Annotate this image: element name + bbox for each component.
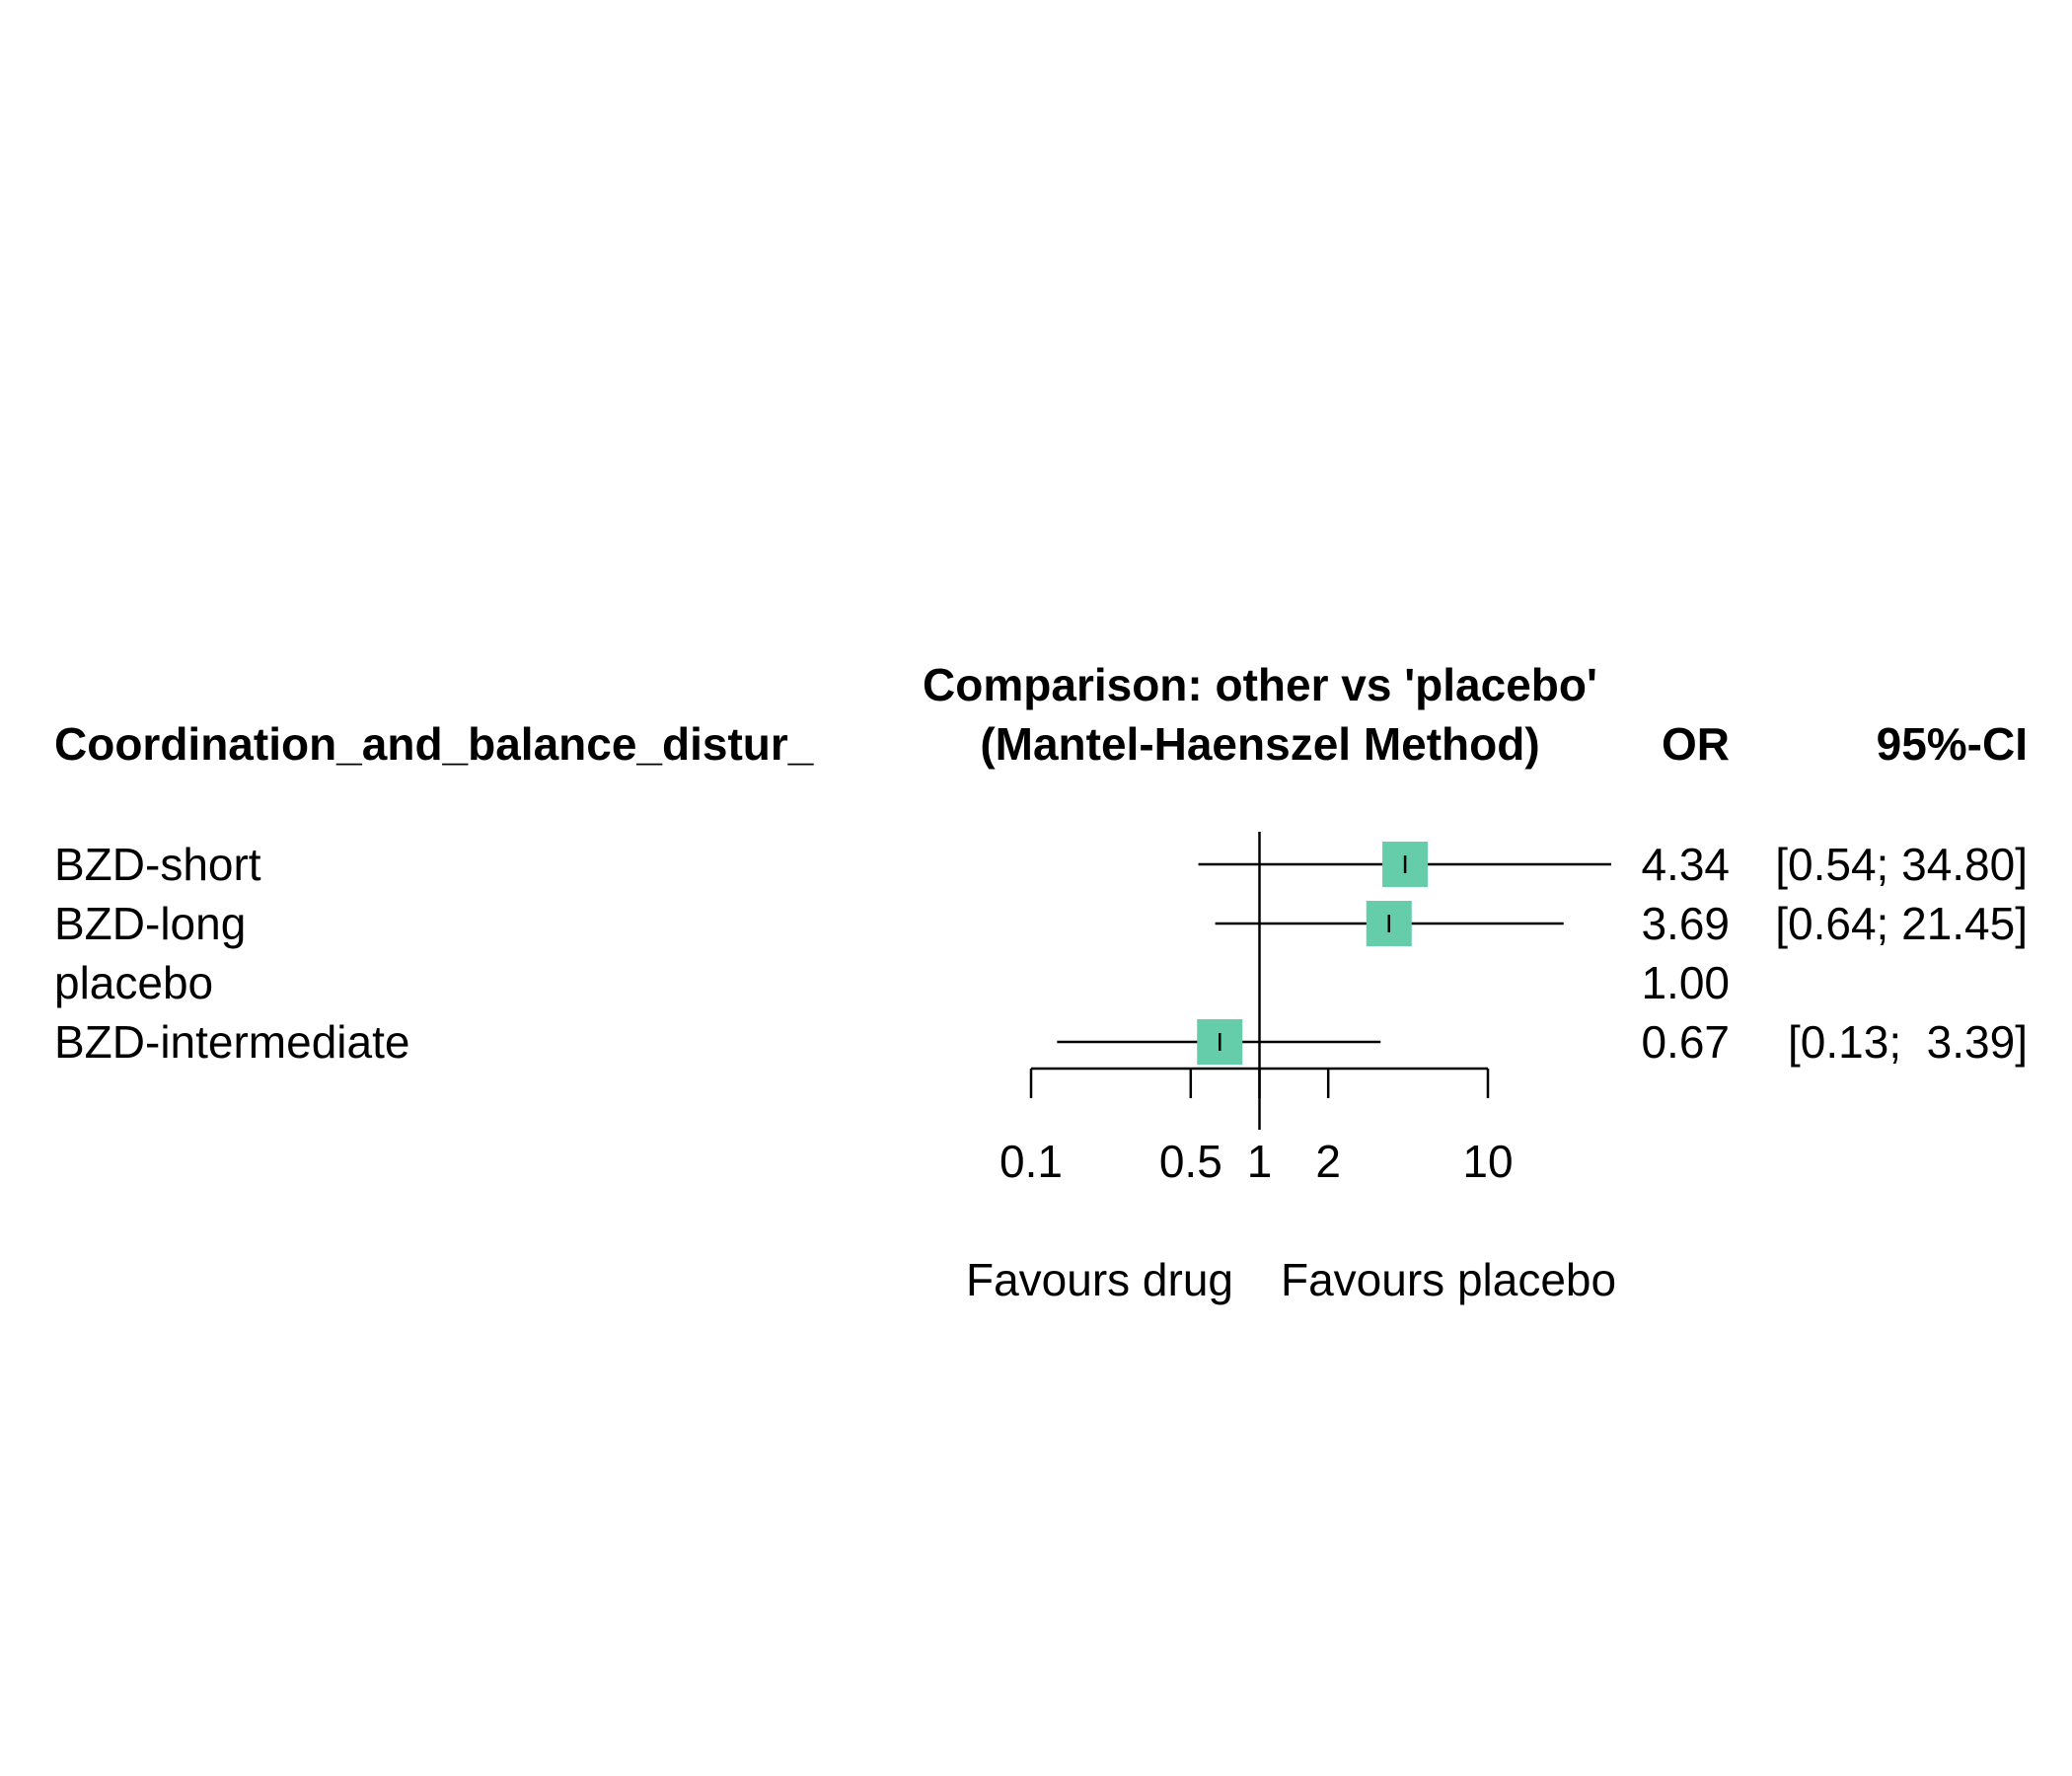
x-axis: 0.1 0.5 1 2 10 [999, 832, 1514, 1187]
x-tick-label: 1 [1247, 1136, 1273, 1187]
row-label: BZD-intermediate [54, 1016, 409, 1068]
x-tick-label: 2 [1315, 1136, 1341, 1187]
row-or-value: 3.69 [1641, 898, 1730, 949]
label-column-header: Coordination_and_balance_distur_ [54, 718, 814, 770]
row-label: placebo [54, 957, 213, 1008]
or-column-header: OR [1662, 718, 1730, 770]
favours-left-label: Favours drug [966, 1254, 1233, 1305]
row-or-value: 4.34 [1641, 839, 1730, 890]
rows-layer: BZD-short 4.34 [0.54; 34.80] BZD-long 3.69 [0… [54, 839, 2028, 1068]
row-label: BZD-long [54, 898, 246, 949]
plot-title-line1: Comparison: other vs 'placebo' [923, 659, 1597, 710]
favours-right-label: Favours placebo [1281, 1254, 1616, 1305]
x-tick-label: 0.5 [1159, 1136, 1222, 1187]
row-label: BZD-short [54, 839, 261, 890]
row-ci-value: [0.13; 3.39] [1788, 1016, 2028, 1068]
row-ci-value: [0.64; 21.45] [1775, 898, 2028, 949]
x-tick-label: 0.1 [999, 1136, 1063, 1187]
row-or-value: 1.00 [1641, 957, 1730, 1008]
plot-title-line2: (Mantel-Haenszel Method) [980, 718, 1539, 770]
x-tick-label: 10 [1462, 1136, 1513, 1187]
row-or-value: 0.67 [1641, 1016, 1730, 1068]
row-ci-value: [0.54; 34.80] [1775, 839, 2028, 890]
ci-column-header: 95%-CI [1877, 718, 2028, 770]
